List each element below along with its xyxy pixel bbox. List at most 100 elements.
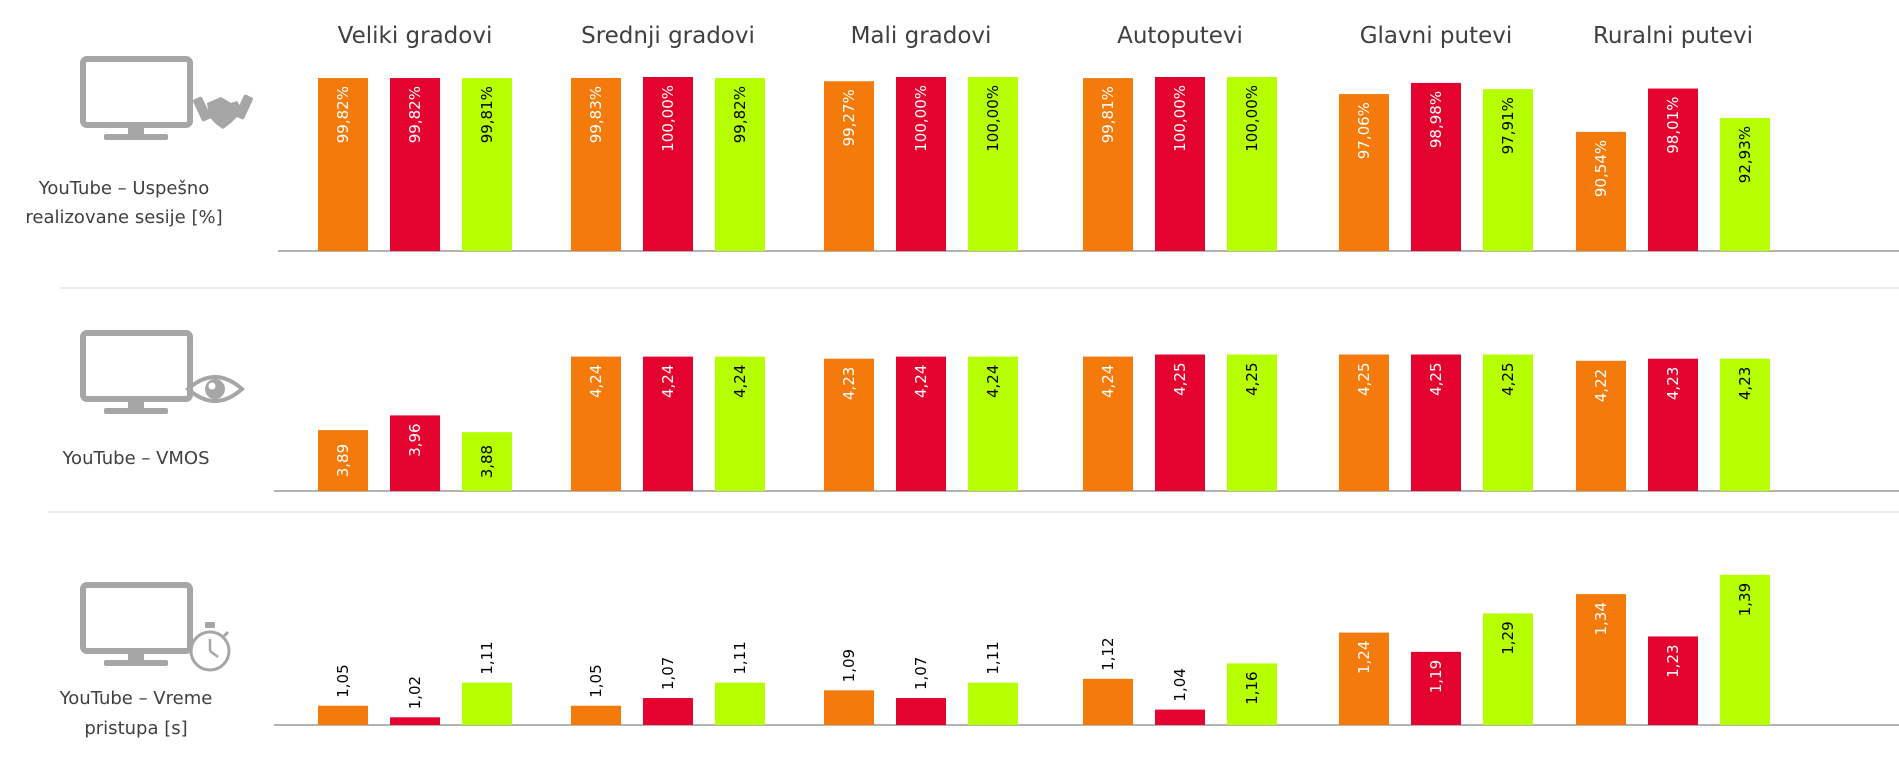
data-label-access-time-4-0: 1,24 xyxy=(1355,641,1373,674)
bar-access-time-0-1 xyxy=(390,717,440,725)
handshake-icon xyxy=(193,94,253,129)
data-label-vmos-3-2: 4,25 xyxy=(1243,363,1261,396)
bar-sessions-4-0 xyxy=(1339,94,1389,251)
bar-vmos-0-2 xyxy=(462,432,512,491)
bar-sessions-2-1 xyxy=(896,77,946,251)
bar-access-time-5-1 xyxy=(1648,636,1698,725)
monitor-icon xyxy=(80,582,193,666)
category-title-autoputevi: Autoputevi xyxy=(1117,23,1243,49)
bar-access-time-4-2 xyxy=(1483,613,1533,725)
bar-sessions-1-1 xyxy=(643,77,693,251)
bars-layer: 99,82% 99,82% 99,81% 99,83% 100,00% 99,82% 99,… xyxy=(318,77,1770,725)
data-label-access-time-2-1: 1,07 xyxy=(912,657,930,690)
data-label-access-time-0-2: 1,11 xyxy=(478,641,496,674)
data-label-vmos-4-1: 4,25 xyxy=(1427,363,1445,396)
data-label-sessions-2-0: 99,27% xyxy=(840,89,858,146)
data-label-sessions-1-0: 99,83% xyxy=(587,86,605,143)
bar-vmos-4-1 xyxy=(1411,354,1461,491)
data-label-vmos-3-1: 4,25 xyxy=(1171,363,1189,396)
data-label-sessions-1-2: 99,82% xyxy=(731,86,749,143)
data-label-vmos-2-2: 4,24 xyxy=(984,365,1002,398)
data-label-access-time-5-0: 1,34 xyxy=(1592,602,1610,635)
monitor-icon xyxy=(80,330,193,414)
row-label-vmos: YouTube – VMOS xyxy=(61,448,209,469)
bar-sessions-5-1 xyxy=(1648,88,1698,252)
category-title-glavni-putevi: Glavni putevi xyxy=(1360,23,1513,49)
data-label-vmos-3-0: 4,24 xyxy=(1099,365,1117,398)
bar-access-time-3-2 xyxy=(1227,663,1277,725)
bar-vmos-2-2 xyxy=(968,356,1018,491)
data-label-sessions-3-0: 99,81% xyxy=(1099,86,1117,143)
data-label-vmos-5-0: 4,22 xyxy=(1592,369,1610,402)
bar-vmos-5-1 xyxy=(1648,358,1698,491)
data-label-vmos-5-1: 4,23 xyxy=(1664,367,1682,400)
bar-vmos-0-1 xyxy=(390,415,440,491)
bar-vmos-3-2 xyxy=(1227,354,1277,491)
data-label-vmos-5-2: 4,23 xyxy=(1736,367,1754,400)
bar-vmos-5-2 xyxy=(1720,358,1770,491)
bar-sessions-5-2 xyxy=(1720,118,1770,251)
data-label-access-time-2-0: 1,09 xyxy=(840,649,858,682)
data-label-access-time-3-1: 1,04 xyxy=(1171,668,1189,701)
bar-access-time-4-1 xyxy=(1411,651,1461,725)
data-label-vmos-0-0: 3,89 xyxy=(334,444,352,477)
data-label-access-time-4-1: 1,19 xyxy=(1427,660,1445,693)
bar-sessions-1-2 xyxy=(715,78,765,251)
bar-vmos-0-0 xyxy=(318,430,368,491)
data-label-sessions-3-1: 100,00% xyxy=(1171,85,1189,152)
monitor-icon xyxy=(80,56,193,140)
category-title-mali-gradovi: Mali gradovi xyxy=(851,23,992,49)
data-label-sessions-5-1: 98,01% xyxy=(1664,97,1682,154)
data-label-vmos-1-0: 4,24 xyxy=(587,365,605,398)
row-label-access-time-line-1: YouTube – Vreme xyxy=(59,688,213,709)
row-label-sessions-line-1: YouTube – Uspešno xyxy=(38,178,210,199)
data-label-access-time-3-0: 1,12 xyxy=(1099,637,1117,670)
data-label-vmos-4-2: 4,25 xyxy=(1499,363,1517,396)
category-title-srednji-gradovi: Srednji gradovi xyxy=(581,23,755,49)
row-label-access-time-line-2: pristupa [s] xyxy=(84,718,187,739)
stopwatch-icon xyxy=(189,622,231,672)
data-label-access-time-1-2: 1,11 xyxy=(731,641,749,674)
bar-vmos-5-0 xyxy=(1576,360,1626,491)
bar-access-time-3-0 xyxy=(1083,678,1133,725)
bar-access-time-1-0 xyxy=(571,705,621,725)
bar-vmos-4-0 xyxy=(1339,354,1389,491)
bar-sessions-4-2 xyxy=(1483,89,1533,251)
bar-sessions-0-0 xyxy=(318,78,368,251)
bar-sessions-0-1 xyxy=(390,78,440,251)
bar-vmos-1-0 xyxy=(571,356,621,491)
bar-vmos-1-2 xyxy=(715,356,765,491)
data-label-sessions-3-2: 100,00% xyxy=(1243,85,1261,152)
data-label-access-time-0-1: 1,02 xyxy=(406,676,424,709)
bar-sessions-3-0 xyxy=(1083,78,1133,252)
category-titles: Veliki gradovi Srednji gradovi Mali grad… xyxy=(338,23,1753,49)
bar-access-time-2-2 xyxy=(968,682,1018,725)
data-label-sessions-2-1: 100,00% xyxy=(912,85,930,152)
data-label-access-time-4-2: 1,29 xyxy=(1499,621,1517,654)
bar-sessions-2-2 xyxy=(968,77,1018,251)
data-label-access-time-2-2: 1,11 xyxy=(984,641,1002,674)
data-label-access-time-1-0: 1,05 xyxy=(587,664,605,697)
data-label-sessions-4-0: 97,06% xyxy=(1355,102,1373,159)
bar-sessions-4-1 xyxy=(1411,82,1461,251)
bar-access-time-2-0 xyxy=(824,690,874,725)
data-label-vmos-0-1: 3,96 xyxy=(406,423,424,456)
data-label-sessions-4-2: 97,91% xyxy=(1499,97,1517,154)
data-label-sessions-0-1: 99,82% xyxy=(406,86,424,143)
bar-access-time-5-2 xyxy=(1720,574,1770,725)
bar-vmos-1-1 xyxy=(643,356,693,491)
category-title-ruralni-putevi: Ruralni putevi xyxy=(1593,23,1753,49)
data-label-sessions-1-1: 100,00% xyxy=(659,85,677,152)
bar-access-time-0-2 xyxy=(462,682,512,725)
bar-sessions-3-1 xyxy=(1155,77,1205,251)
data-label-sessions-0-0: 99,82% xyxy=(334,86,352,143)
bar-sessions-5-0 xyxy=(1576,131,1626,251)
bar-sessions-3-2 xyxy=(1227,77,1277,251)
bar-access-time-1-1 xyxy=(643,698,693,725)
data-label-access-time-5-1: 1,23 xyxy=(1664,644,1682,677)
data-label-access-time-5-2: 1,39 xyxy=(1736,583,1754,616)
data-label-sessions-2-2: 100,00% xyxy=(984,85,1002,152)
bar-sessions-0-2 xyxy=(462,78,512,252)
eye-icon xyxy=(184,375,246,403)
